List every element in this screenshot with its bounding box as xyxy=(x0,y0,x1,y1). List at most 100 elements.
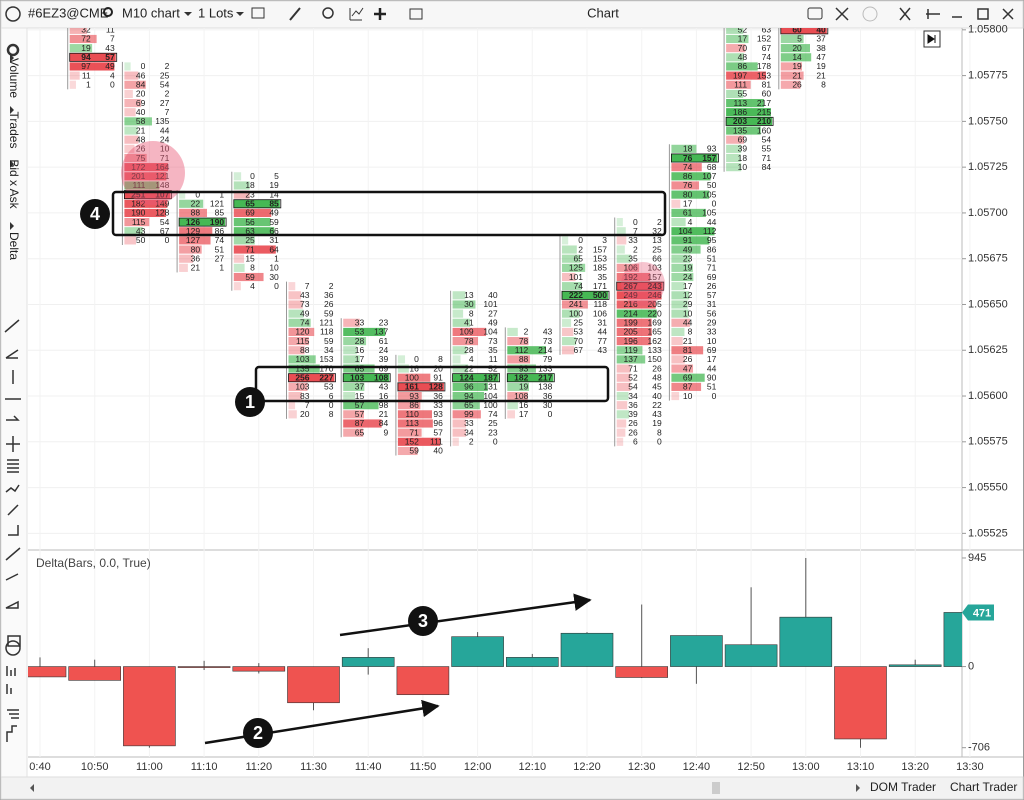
theme-icon[interactable] xyxy=(862,6,878,22)
scroll-thumb[interactable] xyxy=(712,782,720,794)
ask-volume: 44 xyxy=(598,327,608,337)
bid-volume: 16 xyxy=(519,400,529,410)
ask-volume: 49 xyxy=(488,318,498,328)
ask-volume: 59 xyxy=(324,336,334,346)
pin-icon[interactable] xyxy=(926,9,940,19)
delta-label: 0 xyxy=(968,660,974,672)
poc-box xyxy=(616,281,665,291)
dom-trader-tab[interactable]: DOM Trader xyxy=(870,780,936,794)
ask-volume: 71 xyxy=(762,153,772,163)
tab-arrow xyxy=(10,54,14,62)
maximize-button[interactable] xyxy=(977,8,989,20)
indicator-icon[interactable] xyxy=(349,7,364,21)
ask-volume: 74 xyxy=(488,409,498,419)
ask-volume: 55 xyxy=(762,144,772,154)
logo[interactable] xyxy=(5,6,21,22)
ask-volume: 90 xyxy=(707,372,717,382)
symbol[interactable]: #6EZ3@CME xyxy=(28,5,109,20)
camera-icon[interactable] xyxy=(807,7,823,20)
bid-volume: 26 xyxy=(792,80,802,90)
tools-icon[interactable] xyxy=(899,7,911,21)
bid-volume: 25 xyxy=(245,235,255,245)
chart-trader-tab[interactable]: Chart Trader xyxy=(950,780,1017,794)
bid-volume: 75 xyxy=(136,153,146,163)
footprint-cell xyxy=(343,428,364,437)
last-value-label: 471 xyxy=(973,607,991,619)
bid-volume: 0 xyxy=(250,171,255,181)
bid-volume: 94 xyxy=(81,52,91,62)
footprint-cell xyxy=(726,163,742,172)
bid-volume: 103 xyxy=(350,372,364,382)
dropdown-icon[interactable] xyxy=(184,12,192,16)
footprint-cell xyxy=(562,327,574,337)
ask-volume: 43 xyxy=(105,43,115,53)
ask-volume: 11 xyxy=(106,25,115,35)
ask-volume: 68 xyxy=(707,162,717,172)
fullscreen-icon[interactable] xyxy=(835,7,849,21)
ask-volume: 91 xyxy=(433,372,443,382)
ask-volume: 61 xyxy=(379,336,389,346)
bid-volume: 57 xyxy=(355,400,365,410)
footprint-cell xyxy=(452,318,471,327)
ask-volume: 0 xyxy=(274,281,279,291)
side-tab[interactable]: Trades xyxy=(7,112,21,149)
scroll-right[interactable] xyxy=(856,784,860,792)
side-tab[interactable]: Bid x Ask xyxy=(7,159,21,209)
footprint-column: 32 11 72 7 19 43 94 57 97 49 11 4 1 0 xyxy=(67,25,118,90)
timeframe[interactable]: M10 chart xyxy=(122,5,180,20)
delta-bar xyxy=(28,666,67,678)
bid-volume: 50 xyxy=(136,235,146,245)
ask-volume: 19 xyxy=(652,418,662,428)
footprint-cell xyxy=(616,437,624,446)
circle-tool[interactable] xyxy=(5,640,21,656)
footprint-cell xyxy=(562,236,569,245)
ask-volume: 85 xyxy=(269,199,279,209)
drawing-tools[interactable] xyxy=(4,319,21,647)
ask-volume: 44 xyxy=(160,125,170,135)
ask-volume: 19 xyxy=(269,180,279,190)
bid-volume: 106 xyxy=(624,263,638,273)
ask-volume: 157 xyxy=(702,153,716,163)
dropdown-icon[interactable] xyxy=(236,12,244,16)
footprint-cell xyxy=(343,401,379,410)
bid-volume: 0 xyxy=(414,354,419,364)
footprint-cell xyxy=(397,382,444,391)
price-label: 1.05725 xyxy=(968,161,1008,173)
bid-volume: 71 xyxy=(409,427,419,437)
footprint-cell xyxy=(179,199,204,208)
footprint-cell xyxy=(179,245,202,254)
bid-volume: 6 xyxy=(633,437,638,447)
scroll-left[interactable] xyxy=(30,784,34,792)
add-icon[interactable] xyxy=(374,8,386,20)
settings-icon[interactable] xyxy=(6,43,20,57)
window-icon[interactable] xyxy=(409,8,423,20)
footprint-cell xyxy=(397,364,409,373)
zoom-icon[interactable] xyxy=(322,7,334,19)
bid-volume: 186 xyxy=(733,107,747,117)
template-icon[interactable] xyxy=(251,7,265,19)
profile-tools[interactable] xyxy=(6,666,19,742)
bid-volume: 58 xyxy=(136,116,146,126)
ask-volume: 138 xyxy=(538,382,552,392)
footprint-cell xyxy=(726,153,741,163)
side-tab[interactable]: Delta xyxy=(7,232,21,260)
footprint-cell xyxy=(726,98,765,108)
ask-volume: 1 xyxy=(219,263,224,273)
footprint-cell xyxy=(233,190,250,199)
side-tab[interactable]: Volume xyxy=(7,58,21,98)
draw-icon[interactable] xyxy=(289,7,301,21)
footprint-column: 0 2 7 32 33 13 2 25 35 66 106 103 192 157 267 243 249 246… xyxy=(614,217,665,447)
bid-volume: 74 xyxy=(300,318,310,328)
lots[interactable]: 1 Lots xyxy=(198,5,234,20)
ask-volume: 128 xyxy=(429,382,443,392)
bid-volume: 112 xyxy=(515,345,529,355)
footprint-cell xyxy=(288,364,320,373)
search-icon[interactable] xyxy=(103,7,113,17)
bid-volume: 86 xyxy=(738,61,748,71)
ask-volume: 19 xyxy=(816,61,826,71)
close-button[interactable] xyxy=(1002,8,1014,20)
ask-volume: 104 xyxy=(483,327,497,337)
footprint-cell xyxy=(726,71,766,80)
footprint-cell xyxy=(233,172,242,181)
ask-volume: 23 xyxy=(379,318,389,328)
